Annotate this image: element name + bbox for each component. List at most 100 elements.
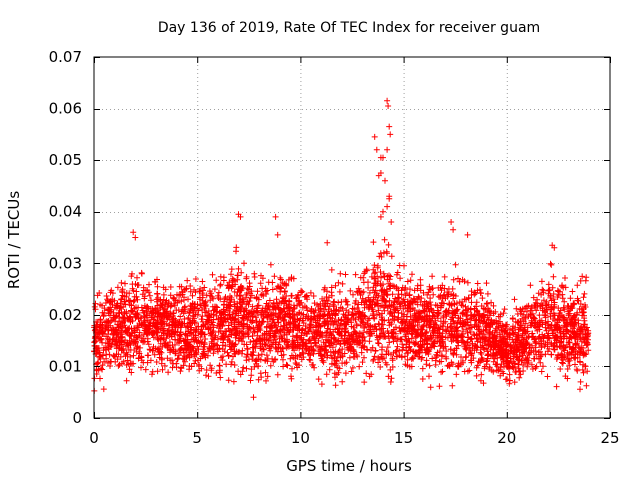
data-point [524, 324, 531, 331]
data-point [315, 307, 322, 313]
data-point [529, 330, 536, 337]
data-point [271, 273, 278, 280]
data-point [218, 354, 225, 361]
data-point [542, 319, 549, 326]
data-point [100, 347, 107, 354]
data-point [326, 366, 333, 373]
data-point [270, 358, 277, 365]
data-point [231, 362, 238, 368]
data-point [532, 335, 539, 342]
data-point [504, 321, 510, 328]
data-point [281, 305, 287, 312]
data-point [155, 346, 162, 353]
data-point [536, 322, 543, 329]
data-point [255, 296, 262, 303]
data-point [288, 373, 294, 380]
data-point [531, 302, 538, 309]
data-point [342, 370, 349, 377]
data-point [537, 359, 544, 366]
data-point [290, 275, 297, 282]
data-point [579, 331, 586, 338]
data-point [412, 312, 419, 319]
data-point [564, 375, 571, 382]
data-point [370, 239, 377, 246]
data-point [198, 365, 205, 372]
data-point [544, 373, 551, 380]
data-point [425, 351, 432, 357]
data-point [109, 290, 116, 297]
data-point [531, 336, 538, 343]
data-point [135, 304, 142, 311]
data-point [368, 371, 375, 378]
data-point [416, 294, 422, 301]
data-point [330, 320, 337, 326]
data-point [478, 290, 484, 297]
data-point [211, 286, 218, 293]
data-point [234, 289, 241, 296]
data-point [464, 368, 471, 375]
data-point [182, 286, 189, 293]
data-point [578, 328, 585, 335]
data-point [501, 306, 508, 313]
data-point [220, 319, 227, 326]
data-point [536, 355, 542, 362]
data-point [267, 347, 274, 354]
data-point [321, 286, 328, 293]
data-point [294, 316, 301, 323]
data-point [548, 340, 555, 346]
data-point [297, 352, 304, 358]
data-point [324, 288, 330, 295]
data-point [260, 346, 267, 353]
data-point [372, 287, 379, 294]
data-point [477, 312, 484, 319]
data-point [170, 348, 177, 355]
data-point [123, 349, 130, 356]
data-point [250, 338, 257, 344]
data-point [187, 288, 194, 295]
data-point [405, 324, 412, 331]
data-point [471, 289, 478, 296]
data-point [581, 336, 588, 343]
data-point [549, 284, 556, 291]
data-point [441, 285, 448, 292]
data-point [463, 353, 470, 360]
data-point [154, 313, 161, 320]
data-point [191, 301, 198, 308]
data-point [283, 320, 290, 326]
data-point [102, 300, 109, 306]
data-point [183, 285, 190, 292]
data-point [306, 336, 313, 343]
data-point [439, 353, 446, 360]
data-point [393, 347, 400, 354]
data-point [198, 302, 205, 309]
data-point [480, 356, 486, 363]
data-point [579, 366, 586, 373]
y-tick-label: 0.03 [49, 254, 82, 272]
data-point [370, 312, 377, 319]
data-point [335, 308, 342, 315]
data-point [553, 356, 560, 362]
data-point [513, 369, 520, 375]
data-point [434, 338, 441, 345]
data-point [512, 329, 519, 336]
data-point [244, 346, 251, 353]
data-point [225, 285, 232, 292]
data-point [136, 320, 143, 327]
data-point [422, 329, 429, 336]
data-point [512, 363, 518, 370]
data-point [214, 308, 221, 315]
data-point [417, 338, 424, 345]
data-point [466, 367, 473, 374]
data-point [203, 292, 210, 299]
data-point [100, 313, 107, 320]
data-point [533, 324, 539, 331]
data-point [162, 301, 169, 308]
data-point [467, 312, 474, 319]
data-point [486, 366, 493, 372]
data-point [153, 324, 160, 331]
data-point [437, 302, 444, 309]
data-point [292, 355, 299, 362]
data-point [417, 276, 424, 283]
data-point [400, 296, 407, 303]
data-point [112, 304, 119, 311]
